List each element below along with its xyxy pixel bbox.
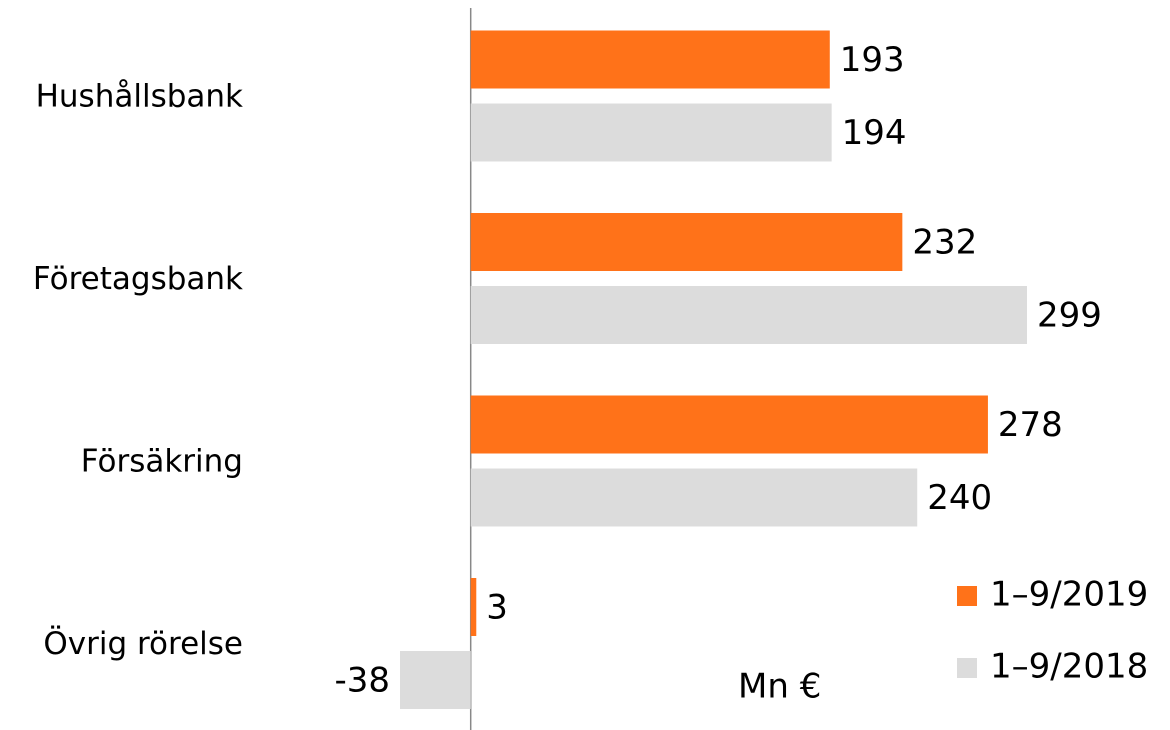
- bar: [470, 286, 1027, 344]
- value-label: 3: [486, 588, 508, 628]
- unit-label: Mn €: [738, 667, 821, 707]
- bar: [470, 468, 918, 527]
- value-label: 240: [927, 478, 992, 518]
- bar: [470, 213, 903, 271]
- bar: [470, 30, 830, 89]
- legend-swatch: [957, 658, 977, 678]
- category-label: Hushållsbank: [36, 79, 243, 115]
- legend-swatch: [957, 586, 977, 606]
- value-label: 194: [842, 113, 907, 153]
- value-label: 299: [1037, 296, 1102, 336]
- value-label: 232: [912, 223, 977, 263]
- bar: [400, 651, 471, 709]
- legend-label: 1–9/2018: [990, 647, 1148, 687]
- bar: [470, 395, 988, 454]
- category-label: Övrig rörelse: [43, 625, 243, 662]
- bar: [470, 103, 832, 162]
- category-label: Företagsbank: [33, 261, 243, 297]
- legend-label: 1–9/2019: [990, 575, 1148, 615]
- value-label: 278: [998, 405, 1063, 445]
- value-label: 193: [840, 40, 905, 80]
- category-label: Försäkring: [81, 444, 243, 480]
- value-label: -38: [334, 661, 390, 701]
- bar: [470, 578, 477, 636]
